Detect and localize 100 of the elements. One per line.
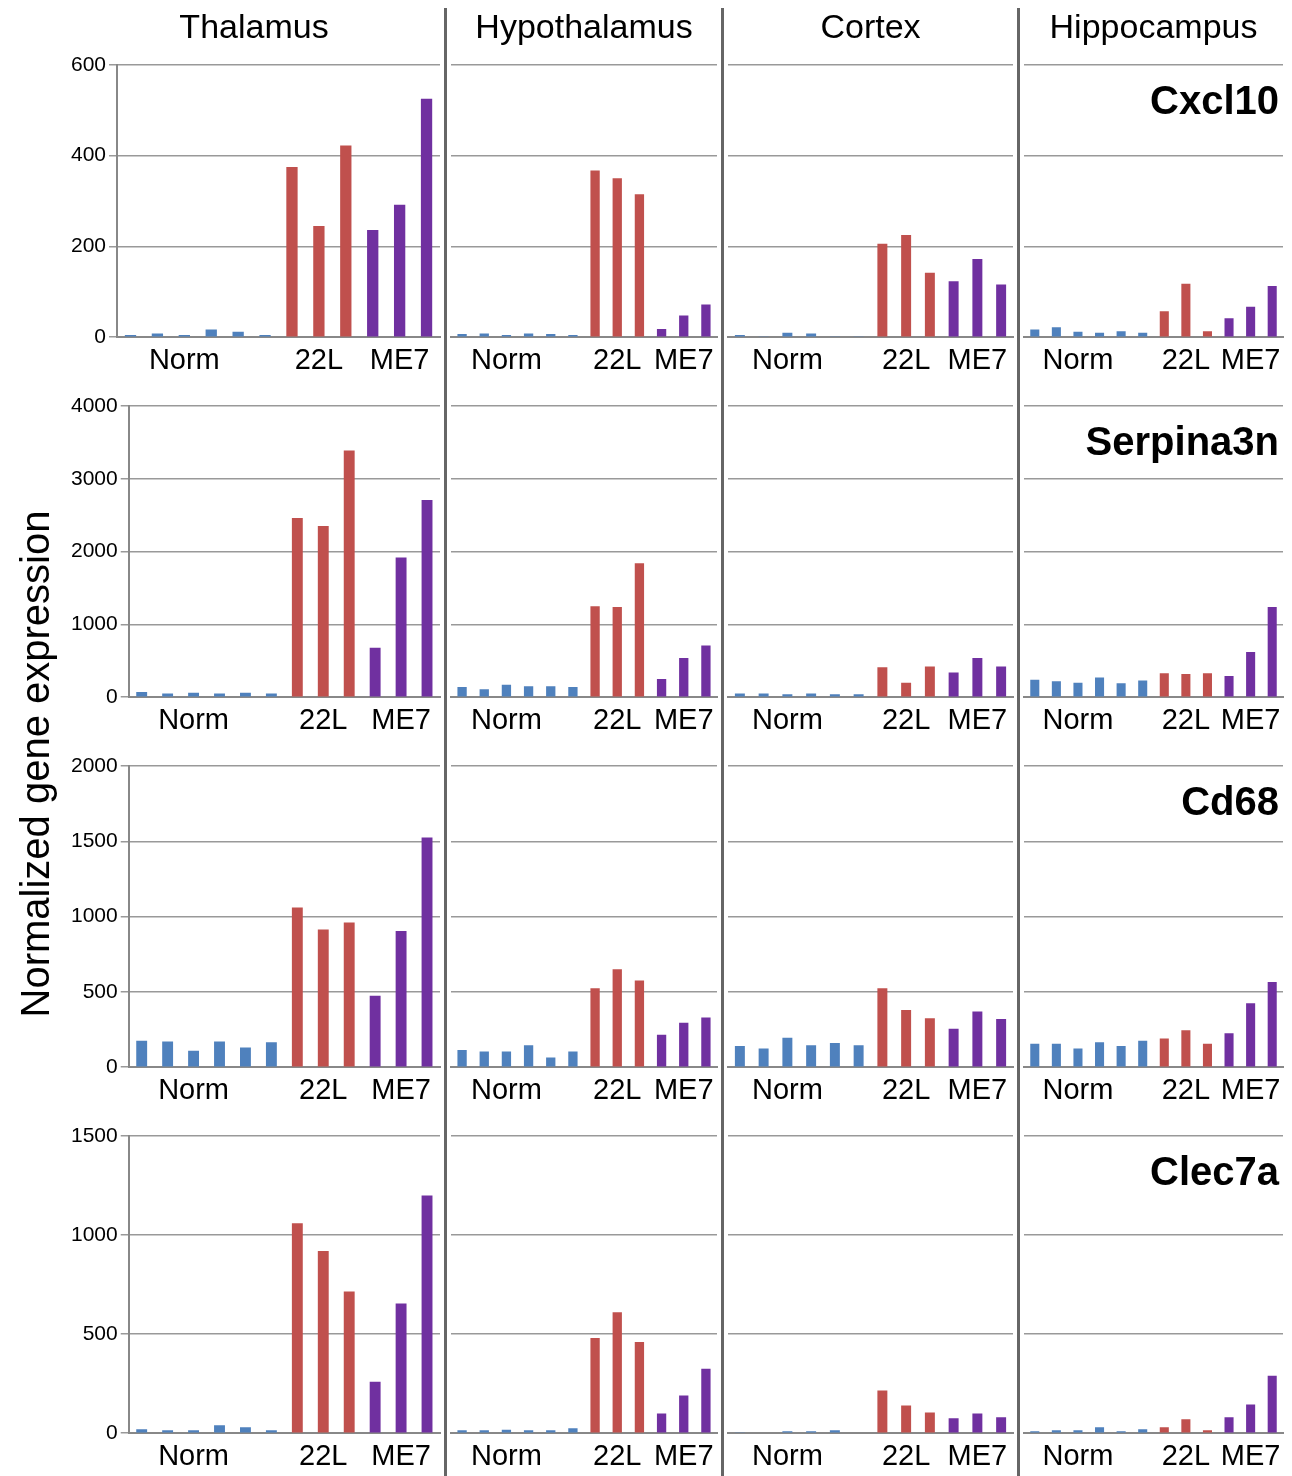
x-tick-label: 22L (593, 1438, 642, 1471)
bar (395, 1303, 407, 1433)
bar (162, 1041, 174, 1067)
x-tick-label: ME7 (1220, 702, 1281, 735)
bar (286, 166, 298, 337)
bar (612, 969, 622, 1067)
bar (568, 687, 578, 697)
y-tick-label: 400 (70, 142, 107, 166)
bar (1181, 673, 1191, 697)
bar (590, 170, 600, 337)
bar (188, 1430, 200, 1433)
bar (634, 980, 645, 1067)
bar (1267, 1375, 1277, 1433)
bar (782, 1037, 793, 1067)
bar (1224, 676, 1234, 697)
bar (205, 329, 217, 337)
x-tick-label: ME7 (371, 1072, 431, 1105)
x-tick-label: Norm (470, 1072, 542, 1105)
bar (501, 1051, 512, 1067)
bar (136, 692, 148, 697)
bar (1267, 285, 1277, 337)
bar (162, 1430, 174, 1433)
bar (1095, 677, 1105, 697)
bar (369, 647, 381, 697)
bar (457, 687, 467, 697)
chart-title: Cortex (820, 6, 921, 45)
bar (340, 145, 352, 337)
x-tick-label: Norm (158, 1438, 230, 1471)
bar (679, 1022, 689, 1067)
bar (265, 1430, 277, 1433)
x-tick-label: 22L (593, 1072, 642, 1105)
bar (1224, 318, 1234, 337)
bar (546, 1057, 556, 1067)
bar (188, 1050, 200, 1067)
bar (1246, 306, 1256, 337)
bar (501, 684, 512, 697)
x-tick-label: Norm (158, 1072, 230, 1105)
bar (996, 1019, 1007, 1067)
bar (829, 694, 840, 697)
bar (901, 235, 912, 337)
bar (240, 1047, 251, 1067)
x-tick-label: Norm (158, 702, 230, 735)
x-tick-label: 22L (1161, 342, 1211, 375)
bar (972, 657, 983, 697)
chart-title: Hippocampus (1049, 6, 1258, 45)
y-tick-label: 0 (106, 1420, 118, 1443)
y-tick-label: 0 (106, 684, 118, 707)
x-tick-label: Norm (751, 702, 823, 735)
y-tick-label: 200 (70, 233, 107, 257)
bar (734, 1046, 745, 1067)
bar (1116, 683, 1126, 697)
bar (479, 689, 489, 697)
bar (1202, 1043, 1212, 1067)
x-tick-label: ME7 (947, 1072, 1008, 1105)
bar (948, 1418, 959, 1433)
bar (612, 1312, 622, 1433)
y-tick-label: 1000 (71, 611, 118, 635)
bar (853, 694, 864, 697)
bar (948, 281, 959, 337)
bar (782, 694, 793, 697)
bar (421, 1195, 433, 1433)
chart-title: Hypothalamus (475, 6, 693, 45)
y-tick-label: 0 (106, 1054, 118, 1077)
bar (136, 1040, 148, 1067)
x-tick-label: ME7 (1220, 342, 1281, 375)
y-axis-title: Normalized gene expression (12, 510, 58, 1018)
bar (1224, 1417, 1234, 1433)
bar (1181, 1419, 1191, 1433)
y-tick-label: 0 (94, 324, 107, 347)
bar (369, 995, 381, 1067)
x-tick-label: Norm (751, 1072, 823, 1105)
y-tick-label: 2000 (71, 752, 118, 776)
x-tick-label: 22L (881, 1438, 931, 1471)
x-tick-label: ME7 (1220, 1438, 1281, 1471)
bar (1073, 1430, 1083, 1433)
bar (996, 284, 1007, 337)
x-tick-label: ME7 (653, 702, 714, 735)
bar (656, 679, 667, 697)
bar (1095, 1427, 1105, 1433)
y-tick-label: 500 (82, 1320, 118, 1344)
bar (568, 1428, 578, 1433)
bar (1030, 329, 1040, 337)
bar (590, 988, 600, 1067)
bar (1202, 331, 1212, 337)
bar (1159, 1427, 1169, 1433)
bar (457, 1049, 467, 1067)
bar (634, 563, 645, 697)
bar (291, 907, 303, 1067)
x-tick-label: ME7 (653, 1438, 714, 1471)
bar (996, 1417, 1007, 1433)
x-tick-label: Norm (1042, 702, 1114, 735)
bar (634, 1342, 645, 1433)
x-tick-label: 22L (294, 342, 344, 375)
bar (758, 1048, 769, 1067)
x-tick-label: ME7 (653, 342, 714, 375)
bar (265, 1042, 277, 1067)
y-tick-label: 1500 (71, 828, 118, 852)
bar (421, 499, 433, 697)
bar (1073, 682, 1083, 697)
bar (701, 1017, 711, 1067)
